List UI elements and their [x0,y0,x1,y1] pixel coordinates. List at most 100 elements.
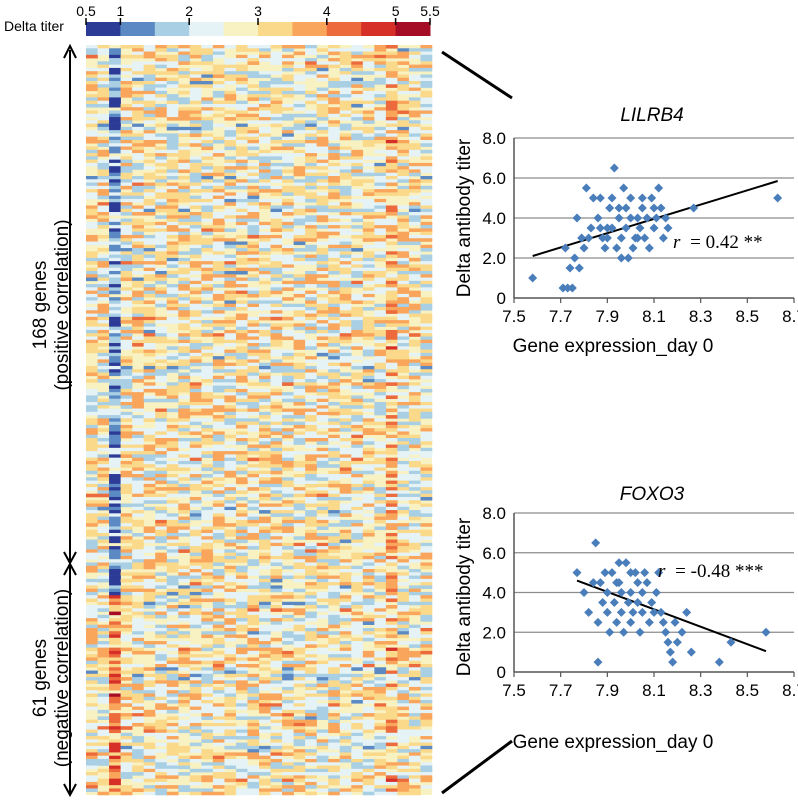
heatmap-cell [132,339,144,344]
heatmap-cell [120,320,133,324]
heatmap-cell [224,591,237,596]
heatmap-cell [189,546,202,550]
heatmap-cell [166,225,179,229]
heatmap-cell [259,578,271,583]
heatmap-cell [374,303,387,308]
heatmap-cell [305,356,317,360]
heatmap-cell [397,153,410,157]
heatmap-cell [132,474,144,478]
heatmap-cell [166,234,179,239]
heatmap-cell [132,418,144,422]
heatmap-cell [408,631,421,635]
heatmap-cell [189,329,202,334]
heatmap-cell [420,238,433,242]
heatmap-cell [328,208,341,213]
heatmap-cell [397,77,410,82]
heatmap-cell [351,81,364,85]
heatmap-cell [328,395,341,400]
heatmap-cell [86,529,98,534]
heatmap-cell [235,333,248,337]
heatmap-cell [351,136,364,141]
heatmap-cell [143,555,156,560]
heatmap-cell [132,244,144,249]
heatmap-cell [351,372,364,377]
heatmap-cell [178,303,191,308]
heatmap-cell [420,343,433,347]
heatmap-cell [189,510,202,514]
heatmap-cell [120,474,133,478]
heatmap-cell [420,510,433,514]
heatmap-cell [120,185,133,190]
heatmap-cell [132,313,144,318]
heatmap-cell [109,591,121,596]
heatmap-cell [109,431,121,436]
heatmap-cell [282,234,294,239]
heatmap-cell [270,431,283,436]
heatmap-cell [316,375,329,380]
heatmap-cell [351,244,364,249]
heatmap-cell [247,221,260,226]
heatmap-cell [247,542,260,547]
heatmap-cell [351,293,364,298]
heatmap-cell [270,605,283,609]
heatmap-cell [201,611,214,616]
heatmap-cell [155,677,168,681]
heatmap-cell [201,139,214,144]
heatmap-cell [305,631,317,635]
heatmap-cell [201,208,214,213]
heatmap-cell [86,270,98,275]
heatmap-cell [120,326,133,331]
heatmap-cell [408,251,421,255]
heatmap-cell [132,506,144,511]
heatmap-cell [120,447,133,452]
heatmap-cell [270,460,283,465]
heatmap-cell [270,693,283,698]
heatmap-cell [97,264,110,269]
heatmap-cell [408,654,421,658]
heatmap-cell [385,677,398,681]
heatmap-cell [339,87,352,92]
heatmap-cell [282,641,294,645]
heatmap-cell [224,277,237,282]
heatmap-cell [166,293,179,298]
heatmap-cell [109,421,121,426]
heatmap-cell [293,673,306,678]
heatmap-cell [270,71,283,75]
heatmap-cell [362,428,375,432]
heatmap-cell [282,726,294,730]
heatmap-cell [155,539,168,544]
heatmap-cell [189,647,202,652]
heatmap-cell [212,447,225,452]
heatmap-cell [143,287,156,291]
heatmap-cell [247,156,260,160]
heatmap-cell [385,280,398,285]
heatmap-cell [362,120,375,124]
heatmap-cell [374,654,387,658]
heatmap-cell [408,146,421,151]
heatmap-cell [282,706,294,711]
heatmap-cell [420,431,433,436]
heatmap-cell [385,532,398,537]
heatmap-cell [143,611,156,616]
heatmap-cell [293,415,306,419]
heatmap-cell [178,601,191,606]
heatmap-cell [420,608,433,612]
heatmap-cell [235,578,248,583]
heatmap-cell [155,536,168,540]
heatmap-cell [316,234,329,239]
heatmap-cell [293,113,306,118]
heatmap-cell [120,251,133,255]
heatmap-cell [109,460,121,465]
heatmap-cell [385,172,398,177]
heatmap-cell [374,496,387,501]
heatmap-cell [132,608,144,612]
heatmap-cell [86,434,98,439]
colorbar-tick-label: 5 [392,3,400,19]
heatmap-cell [212,241,225,246]
heatmap-cell [385,683,398,688]
heatmap-cell [224,185,237,190]
heatmap-cell [328,700,341,704]
heatmap-cell [385,719,398,724]
heatmap-cell [316,139,329,144]
heatmap-cell [282,117,294,121]
